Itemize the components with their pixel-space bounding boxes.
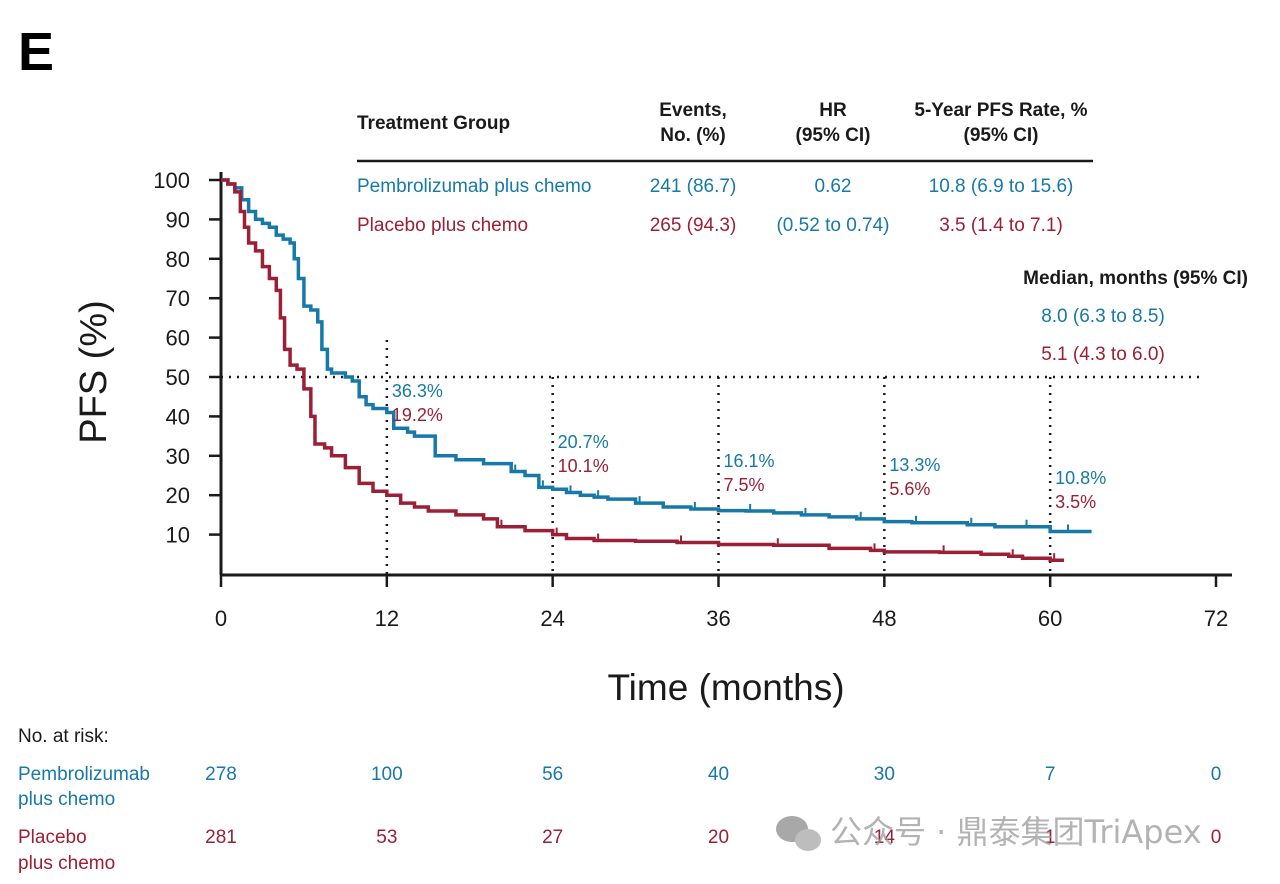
median-block: Median, months (95% CI) 8.0 (6.3 to 8.5)… bbox=[1023, 268, 1248, 365]
at-risk-value: 40 bbox=[708, 764, 729, 785]
x-tick-label: 36 bbox=[706, 606, 730, 631]
y-tick-label: 20 bbox=[166, 483, 190, 508]
at-risk-placebo-label-1: Placebo bbox=[18, 827, 87, 848]
at-risk-value: 14 bbox=[874, 827, 896, 848]
landmark-label-series-1: 16.1% bbox=[724, 451, 775, 471]
row-placebo-events: 265 (94.3) bbox=[650, 215, 737, 236]
x-axis-title: Time (months) bbox=[607, 667, 844, 708]
y-tick-label: 10 bbox=[166, 523, 190, 548]
row-hr-ci: (0.52 to 0.74) bbox=[776, 215, 889, 236]
landmark-label-series-2: 10.1% bbox=[558, 456, 609, 476]
median-pembro: 8.0 (6.3 to 8.5) bbox=[1041, 306, 1165, 327]
at-risk-value: 100 bbox=[371, 764, 403, 785]
at-risk-value: 0 bbox=[1211, 764, 1222, 785]
landmark-label-series-1: 20.7% bbox=[558, 432, 609, 452]
header-treatment-group: Treatment Group bbox=[357, 113, 510, 134]
at-risk-value: 20 bbox=[708, 827, 729, 848]
x-tick-label: 0 bbox=[215, 606, 227, 631]
row-placebo-rate: 3.5 (1.4 to 7.1) bbox=[939, 215, 1063, 236]
wechat-icon bbox=[776, 816, 821, 851]
y-axis-title: PFS (%) bbox=[73, 300, 115, 444]
y-tick-label: 70 bbox=[166, 286, 190, 311]
row-pembro-rate: 10.8 (6.9 to 15.6) bbox=[929, 176, 1074, 197]
landmark-label-series-1: 13.3% bbox=[889, 455, 940, 475]
km-curve-series-2 bbox=[221, 178, 1064, 562]
landmark-label-series-2: 5.6% bbox=[889, 479, 930, 499]
y-tick-label: 90 bbox=[166, 207, 190, 232]
y-tick-label: 50 bbox=[166, 365, 190, 390]
landmark-label-series-2: 3.5% bbox=[1055, 492, 1096, 512]
at-risk-value: 1 bbox=[1045, 827, 1056, 848]
landmark-labels: 36.3% 20.7% 16.1% 13.3% 10.8% 19.2% 10.1% 7.5% 5… bbox=[392, 381, 1106, 512]
watermark-text: 公众号 · 鼎泰集团TriApex bbox=[830, 813, 1202, 851]
header-rate-1: 5-Year PFS Rate, % bbox=[914, 100, 1087, 121]
at-risk-value: 0 bbox=[1211, 827, 1222, 848]
median-title: Median, months (95% CI) bbox=[1023, 268, 1248, 289]
row-pembro-group: Pembrolizumab plus chemo bbox=[357, 176, 591, 197]
at-risk-value: 7 bbox=[1045, 764, 1056, 785]
landmark-label-series-1: 36.3% bbox=[392, 381, 443, 401]
km-curve-series-1 bbox=[221, 178, 1092, 534]
header-events-1: Events, bbox=[659, 100, 727, 121]
row-pembro-hr: 0.62 bbox=[815, 176, 852, 197]
header-rate-2: (95% CI) bbox=[964, 125, 1039, 146]
row-pembro-events: 241 (86.7) bbox=[650, 176, 737, 197]
at-risk-value: 27 bbox=[542, 827, 563, 848]
y-tick-label: 40 bbox=[166, 404, 190, 429]
y-tick-label: 100 bbox=[153, 168, 190, 193]
y-tick-label: 30 bbox=[166, 444, 190, 469]
reference-lines bbox=[221, 340, 1204, 575]
x-tick-label: 12 bbox=[375, 606, 399, 631]
survival-curves bbox=[221, 178, 1092, 562]
y-tick-label: 80 bbox=[166, 247, 190, 272]
summary-table: Treatment Group Events, No. (%) HR (95% … bbox=[357, 100, 1093, 236]
at-risk-table: No. at risk: Pembrolizumab plus chemo Pl… bbox=[18, 726, 1221, 874]
at-risk-value: 56 bbox=[542, 764, 563, 785]
at-risk-value: 278 bbox=[205, 764, 237, 785]
landmark-label-series-2: 7.5% bbox=[724, 475, 765, 495]
at-risk-value: 281 bbox=[205, 827, 237, 848]
at-risk-value: 53 bbox=[376, 827, 397, 848]
at-risk-value: 30 bbox=[874, 764, 895, 785]
axes: 10 20 30 40 50 60 70 80 90 100 0 12 24 36 48 60 72 bbox=[153, 168, 1232, 631]
y-tick-label: 60 bbox=[166, 326, 190, 351]
watermark: 公众号 · 鼎泰集团TriApex bbox=[776, 813, 1202, 851]
landmark-label-series-1: 10.8% bbox=[1055, 468, 1106, 488]
header-hr-2: (95% CI) bbox=[796, 125, 871, 146]
header-events-2: No. (%) bbox=[660, 125, 725, 146]
at-risk-title: No. at risk: bbox=[18, 726, 109, 747]
x-tick-label: 60 bbox=[1038, 606, 1062, 631]
x-tick-label: 48 bbox=[872, 606, 896, 631]
panel-letter: E bbox=[18, 22, 54, 82]
at-risk-pembro-label-1: Pembrolizumab bbox=[18, 764, 150, 785]
at-risk-placebo-label-2: plus chemo bbox=[18, 853, 115, 874]
at-risk-pembro-label-2: plus chemo bbox=[18, 789, 115, 810]
landmark-label-series-2: 19.2% bbox=[392, 405, 443, 425]
header-hr-1: HR bbox=[819, 100, 847, 121]
row-placebo-group: Placebo plus chemo bbox=[357, 215, 528, 236]
x-tick-label: 72 bbox=[1204, 606, 1228, 631]
median-placebo: 5.1 (4.3 to 6.0) bbox=[1041, 344, 1165, 365]
x-tick-label: 24 bbox=[540, 606, 564, 631]
